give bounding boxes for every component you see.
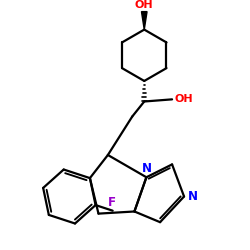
Text: OH: OH: [135, 0, 154, 10]
Text: OH: OH: [174, 94, 193, 104]
Text: N: N: [142, 162, 152, 175]
Text: N: N: [188, 190, 198, 203]
Text: F: F: [108, 196, 116, 208]
Polygon shape: [142, 12, 147, 30]
